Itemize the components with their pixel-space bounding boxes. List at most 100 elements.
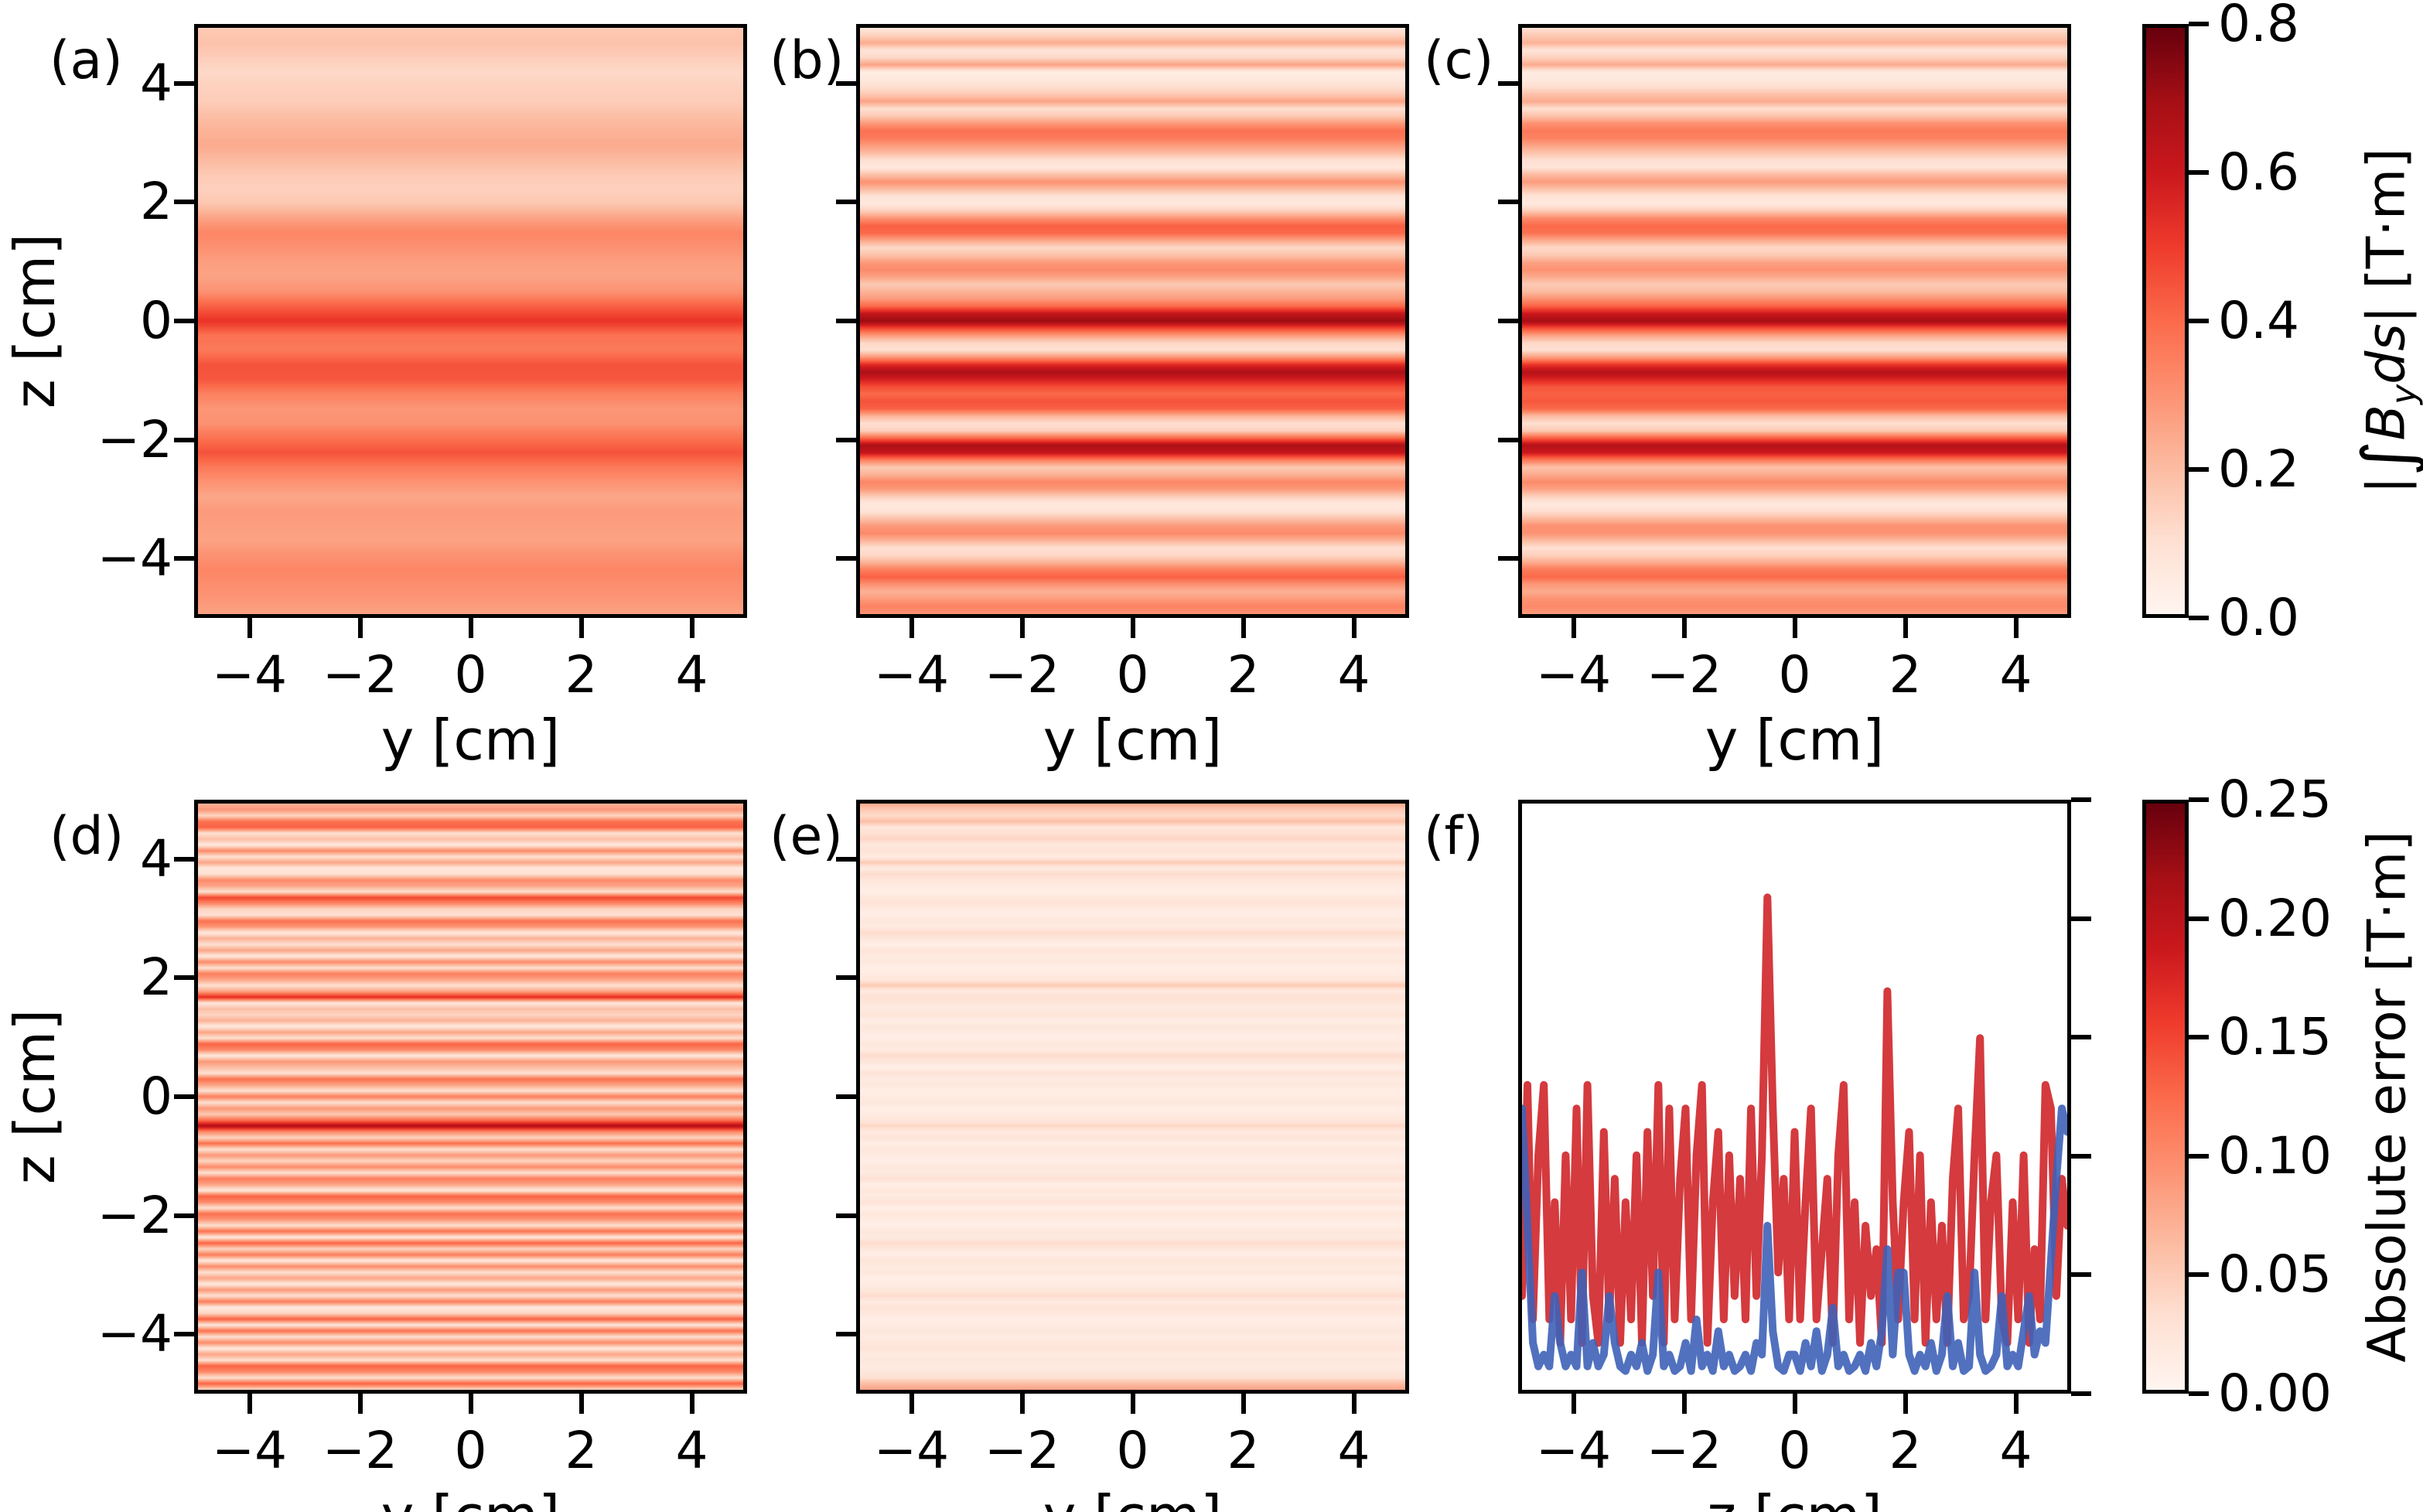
colorbar-tick [2189, 1391, 2209, 1396]
panel-d-x-axis-title: y [cm] [194, 1483, 747, 1512]
x-tick [2013, 618, 2019, 638]
x-tick-label: −4 [1535, 1421, 1612, 1480]
y-tick [2071, 916, 2091, 921]
panel-f: (f) z [cm] −4 −2 0 2 4 [1424, 797, 2091, 1512]
colorbar-tick [2189, 616, 2209, 620]
x-tick-label: −4 [873, 645, 950, 705]
y-tick [174, 856, 194, 862]
y-tick-label: 4 [140, 53, 172, 113]
x-tick [1019, 1394, 1025, 1414]
x-tick [689, 618, 694, 638]
colorbar-tick-label: 0.2 [2218, 439, 2299, 499]
x-tick-label: 4 [1337, 1421, 1370, 1480]
colorbar-tick-label: 0.25 [2218, 770, 2332, 829]
x-tick [1019, 618, 1025, 638]
x-tick [1681, 1394, 1687, 1414]
panel-e: (e) y [cm] −4 −2 0 2 4 [770, 800, 1409, 1512]
colorbar-tick [2189, 797, 2209, 802]
x-tick [1130, 1394, 1135, 1414]
y-tick-label: 4 [140, 828, 172, 889]
x-tick-label: −2 [1646, 645, 1722, 705]
y-tick [1498, 437, 1518, 442]
x-tick [1130, 618, 1135, 638]
y-tick [836, 80, 856, 86]
x-tick-label: 2 [565, 1421, 598, 1480]
x-tick-label: −2 [984, 1421, 1060, 1480]
x-tick [1903, 1394, 1908, 1414]
colorbar-tick [2189, 1272, 2209, 1278]
x-tick-label: 2 [1889, 645, 1922, 705]
x-tick-label: 4 [675, 645, 708, 705]
x-tick [247, 618, 252, 638]
colorbar-tick [2189, 1035, 2209, 1040]
y-tick [836, 1213, 856, 1218]
colorbar-tick-label: 0.05 [2218, 1244, 2332, 1305]
y-tick [2071, 1153, 2091, 1159]
y-tick [836, 437, 856, 442]
colorbar-tick-label: 0.20 [2218, 888, 2332, 948]
panel-f-x-axis-title: z [cm] [1518, 1483, 2071, 1512]
colorbar-tick [2189, 319, 2209, 323]
x-tick [1792, 1394, 1797, 1414]
colorbar-tick-label: 0.00 [2218, 1364, 2332, 1423]
colorbar-tick [2189, 22, 2209, 26]
colorbar-tick [2189, 916, 2209, 921]
blue-error-line [1522, 1104, 2067, 1375]
panel-c-heatmap [1522, 28, 2067, 614]
x-tick [909, 618, 914, 638]
panel-f-line-plot [1522, 893, 2067, 1375]
panel-a-label: (a) [49, 30, 123, 91]
x-tick [578, 618, 584, 638]
colorbar-tick-label: 0.15 [2218, 1007, 2332, 1067]
x-tick-label: −2 [984, 645, 1060, 705]
panel-e-plot-area [856, 800, 1409, 1394]
y-tick [1498, 319, 1518, 323]
x-tick-label: 4 [1337, 645, 1370, 705]
x-tick [468, 618, 473, 638]
panel-f-label: (f) [1424, 806, 1483, 867]
panel-c-plot-area [1518, 24, 2071, 618]
x-tick-label: −2 [322, 645, 398, 705]
x-tick-label: 2 [1889, 1421, 1922, 1480]
y-tick [174, 437, 194, 442]
x-tick-label: 4 [1999, 645, 2032, 705]
x-tick [689, 1394, 694, 1414]
panel-f-plot-area [1518, 800, 2071, 1394]
x-tick-label: 4 [1999, 1421, 2032, 1480]
panel-c: (c) y [cm] −4 −2 0 2 4 [1424, 24, 2071, 773]
panel-d-label: (d) [49, 806, 125, 867]
y-tick-label: 2 [140, 947, 172, 1008]
x-tick [1351, 1394, 1357, 1414]
x-tick-label: 0 [1116, 1421, 1149, 1480]
y-tick-label: −4 [97, 528, 172, 589]
colorbar-field-integral-gradient [2142, 24, 2189, 618]
panel-a-x-axis-title: y [cm] [381, 708, 561, 773]
x-tick-label: 0 [1116, 645, 1149, 705]
x-tick [578, 1394, 584, 1414]
panel-b: (b) y [cm] −4 −2 0 2 4 [770, 24, 1409, 773]
x-tick [357, 618, 363, 638]
cb-label-B: B [2356, 404, 2418, 441]
y-tick [836, 975, 856, 981]
y-tick [836, 856, 856, 862]
colorbar-tick [2189, 1153, 2209, 1159]
x-tick [1571, 1394, 1576, 1414]
panel-b-heatmap [860, 28, 1405, 614]
y-tick [2071, 797, 2091, 802]
colorbar-absolute-error-gradient [2142, 800, 2189, 1394]
x-tick [247, 1394, 252, 1414]
colorbar-tick [2189, 170, 2209, 175]
colorbar-tick [2189, 467, 2209, 472]
x-tick-label: −4 [873, 1421, 950, 1480]
x-tick [1792, 618, 1797, 638]
x-tick-label: −2 [322, 1421, 398, 1480]
x-tick [1903, 618, 1908, 638]
y-tick [836, 1332, 856, 1337]
y-tick [2071, 1035, 2091, 1040]
x-tick-label: −4 [1535, 645, 1612, 705]
panel-b-label: (b) [770, 30, 845, 91]
x-tick-label: 0 [454, 645, 487, 705]
y-tick [174, 556, 194, 561]
